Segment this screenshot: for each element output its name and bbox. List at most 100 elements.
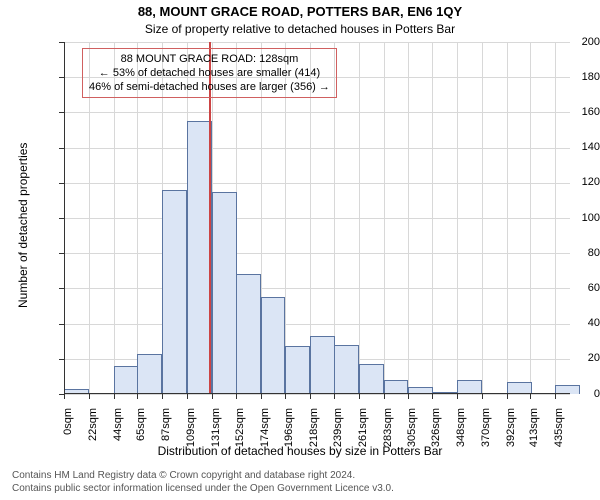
gridline-v [408,42,409,394]
histogram-bar [261,297,286,394]
x-tick-label: 196sqm [283,408,295,452]
y-tick-label: 20 [544,352,600,364]
x-tick-label: 44sqm [112,408,124,452]
annotation-line-1: 88 MOUNT GRACE ROAD: 128sqm [89,52,330,66]
x-tick-mark [236,394,237,399]
gridline-v [359,42,360,394]
x-tick-mark [457,394,458,399]
histogram-bar [310,336,335,394]
x-tick-label: 392sqm [505,408,517,452]
x-tick-mark [384,394,385,399]
x-axis-line [64,393,570,394]
histogram-bar [114,366,139,394]
histogram-bar [457,380,482,394]
x-tick-label: 413sqm [528,408,540,452]
gridline-v [457,42,458,394]
gridline-h [64,42,570,43]
y-tick-label: 40 [544,317,600,329]
x-tick-mark [408,394,409,399]
x-tick-label: 218sqm [308,408,320,452]
y-axis-line [64,42,65,394]
x-tick-label: 87sqm [160,408,172,452]
gridline-h [64,218,570,219]
y-tick-label: 180 [544,71,600,83]
x-tick-mark [334,394,335,399]
x-tick-mark [162,394,163,399]
y-tick-mark [59,42,64,43]
histogram-bar [162,190,187,394]
x-tick-label: 348sqm [455,408,467,452]
x-tick-label: 174sqm [259,408,271,452]
gridline-v [530,42,531,394]
page-title: 88, MOUNT GRACE ROAD, POTTERS BAR, EN6 1… [0,4,600,19]
y-tick-label: 120 [544,176,600,188]
x-tick-label: 305sqm [406,408,418,452]
x-tick-label: 0sqm [62,408,74,452]
y-tick-label: 200 [544,36,600,48]
copyright-line-1: Contains HM Land Registry data © Crown c… [12,470,355,481]
gridline-h [64,288,570,289]
y-tick-mark [59,112,64,113]
y-tick-label: 140 [544,141,600,153]
gridline-h [64,112,570,113]
y-tick-mark [59,218,64,219]
y-tick-mark [59,288,64,289]
x-tick-mark [89,394,90,399]
y-tick-label: 160 [544,106,600,118]
x-tick-mark [530,394,531,399]
x-tick-mark [212,394,213,399]
x-tick-label: 131sqm [210,408,222,452]
y-tick-mark [59,359,64,360]
x-tick-label: 65sqm [135,408,147,452]
y-tick-label: 0 [544,388,600,400]
y-tick-label: 60 [544,282,600,294]
x-tick-label: 239sqm [332,408,344,452]
x-tick-mark [507,394,508,399]
gridline-v [384,42,385,394]
y-tick-label: 100 [544,212,600,224]
gridline-v [482,42,483,394]
histogram-bar [236,274,261,394]
histogram-bar [212,192,237,394]
gridline-h [64,148,570,149]
x-tick-mark [555,394,556,399]
gridline-h [64,324,570,325]
y-tick-mark [59,77,64,78]
histogram-bar [137,354,162,394]
y-tick-label: 80 [544,247,600,259]
histogram-bar [285,346,310,394]
annotation-line-3: 46% of semi-detached houses are larger (… [89,80,330,94]
x-tick-mark [310,394,311,399]
x-tick-mark [137,394,138,399]
gridline-v [432,42,433,394]
x-tick-label: 435sqm [553,408,565,452]
x-tick-mark [285,394,286,399]
histogram-bar [334,345,359,394]
x-tick-mark [261,394,262,399]
histogram-bar [384,380,409,394]
y-axis-label: Number of detached properties [16,143,30,308]
y-tick-mark [59,324,64,325]
x-tick-mark [187,394,188,399]
annotation-box: 88 MOUNT GRACE ROAD: 128sqm ← 53% of det… [82,48,337,98]
x-tick-mark [482,394,483,399]
x-tick-mark [64,394,65,399]
x-tick-mark [114,394,115,399]
gridline-h [64,253,570,254]
gridline-v [507,42,508,394]
x-tick-label: 109sqm [185,408,197,452]
x-tick-label: 283sqm [382,408,394,452]
y-tick-mark [59,148,64,149]
x-tick-mark [432,394,433,399]
y-tick-mark [59,253,64,254]
x-tick-label: 370sqm [480,408,492,452]
histogram-bar [359,364,384,394]
page-subtitle: Size of property relative to detached ho… [0,22,600,36]
x-tick-label: 261sqm [357,408,369,452]
gridline-h [64,394,570,395]
y-tick-mark [59,183,64,184]
x-tick-label: 152sqm [234,408,246,452]
x-tick-mark [359,394,360,399]
copyright-line-2: Contains public sector information licen… [12,483,394,494]
x-tick-label: 22sqm [87,408,99,452]
